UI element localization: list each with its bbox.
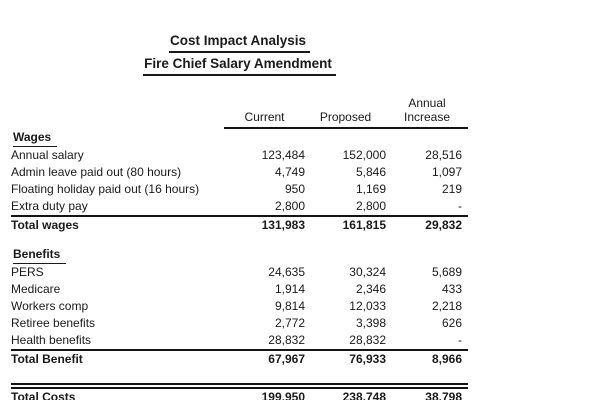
proposed-value: 2,800 (355, 199, 386, 213)
title-line-1: Cost Impact Analysis (168, 30, 311, 53)
current-value: 2,800 (274, 199, 305, 213)
document-title: Cost Impact Analysis Fire Chief Salary A… (11, 30, 468, 76)
proposed-value: 1,169 (355, 182, 386, 196)
current-value: 1,914 (274, 282, 305, 296)
row-label: Floating holiday paid out (16 hours) (11, 182, 200, 196)
proposed-value: 5,846 (355, 165, 386, 179)
table-row-extra-duty-pay: Extra duty pay 2,800 2,800 - (11, 198, 468, 216)
proposed-value: 152,000 (342, 148, 386, 162)
proposed-value: 12,033 (349, 299, 386, 313)
increase-value: 626 (441, 316, 462, 330)
column-header-proposed: Proposed (305, 95, 386, 129)
current-value: 950 (284, 182, 305, 196)
table-row-annual-salary: Annual salary 123,484 152,000 28,516 (11, 147, 468, 164)
row-label: Health benefits (11, 333, 92, 347)
column-header-row: Current Proposed Annual Increase (11, 95, 468, 129)
increase-total: 8,966 (386, 349, 468, 368)
table-row-workers-comp: Workers comp 9,814 12,033 2,218 (11, 298, 468, 315)
column-header-annual-increase: Annual Increase (386, 95, 468, 129)
increase-value: 219 (441, 182, 462, 196)
current-total: 67,967 (224, 349, 305, 368)
increase-value: 1,097 (431, 165, 462, 179)
current-value: 2,772 (274, 316, 305, 330)
total-costs-row: Total Costs 199,950 238,748 38,798 (11, 383, 468, 400)
table-row-health-benefits: Health benefits 28,832 28,832 - (11, 332, 468, 350)
increase-value: 28,516 (425, 148, 462, 162)
grand-increase-total: 38,798 (386, 383, 468, 400)
proposed-total: 76,933 (305, 349, 386, 368)
section-spacer (11, 234, 468, 246)
increase-value: - (458, 333, 462, 347)
increase-value: 433 (441, 282, 462, 296)
increase-value: 5,689 (431, 265, 462, 279)
row-label: Annual salary (11, 148, 84, 162)
title-line-2: Fire Chief Salary Amendment (143, 53, 336, 76)
section-heading-benefits: Benefits (11, 246, 468, 264)
section-heading-wages: Wages (11, 128, 468, 147)
row-label: Medicare (11, 282, 61, 296)
total-benefit-row: Total Benefit 67,967 76,933 8,966 (11, 349, 468, 368)
current-total: 131,983 (224, 215, 305, 234)
benefits-heading-label: Benefits (13, 246, 67, 264)
proposed-value: 28,832 (349, 333, 386, 347)
proposed-total: 161,815 (305, 215, 386, 234)
current-value: 123,484 (261, 148, 305, 162)
grand-current-total: 199,950 (224, 383, 305, 400)
column-header-empty (11, 95, 224, 128)
cost-impact-table: Current Proposed Annual Increase Wages A… (11, 95, 468, 400)
total-wages-row: Total wages 131,983 161,815 29,832 (11, 215, 468, 234)
increase-total: 29,832 (386, 215, 468, 234)
increase-value: - (458, 199, 462, 213)
proposed-value: 2,346 (355, 282, 386, 296)
title-line-2-row: Fire Chief Salary Amendment (11, 53, 468, 76)
current-value: 28,832 (268, 333, 305, 347)
column-header-annual-line2: Increase (403, 110, 451, 124)
table-row-retiree-benefits: Retiree benefits 2,772 3,398 626 (11, 315, 468, 332)
row-label: Workers comp (11, 299, 89, 313)
grand-proposed-total: 238,748 (305, 383, 386, 400)
current-value: 9,814 (274, 299, 305, 313)
section-spacer (11, 368, 468, 386)
column-header-annual-line1: Annual (408, 96, 446, 110)
row-label: Retiree benefits (11, 316, 96, 330)
table-row-pers: PERS 24,635 30,324 5,689 (11, 264, 468, 281)
grand-total-label: Total Costs (11, 383, 224, 400)
total-label: Total Benefit (11, 349, 224, 368)
proposed-value: 30,324 (349, 265, 386, 279)
column-header-current: Current (224, 95, 305, 129)
proposed-value: 3,398 (355, 316, 386, 330)
row-label: Admin leave paid out (80 hours) (11, 165, 182, 179)
table-row-medicare: Medicare 1,914 2,346 433 (11, 281, 468, 298)
wages-heading-label: Wages (13, 129, 58, 147)
increase-value: 2,218 (431, 299, 462, 313)
total-label: Total wages (11, 215, 224, 234)
title-line-1-row: Cost Impact Analysis (11, 30, 468, 53)
table-row-floating-holiday: Floating holiday paid out (16 hours) 950… (11, 181, 468, 198)
row-label: PERS (11, 265, 44, 279)
current-value: 24,635 (268, 265, 305, 279)
row-label: Extra duty pay (11, 199, 88, 213)
current-value: 4,749 (274, 165, 305, 179)
table-row-admin-leave: Admin leave paid out (80 hours) 4,749 5,… (11, 164, 468, 181)
